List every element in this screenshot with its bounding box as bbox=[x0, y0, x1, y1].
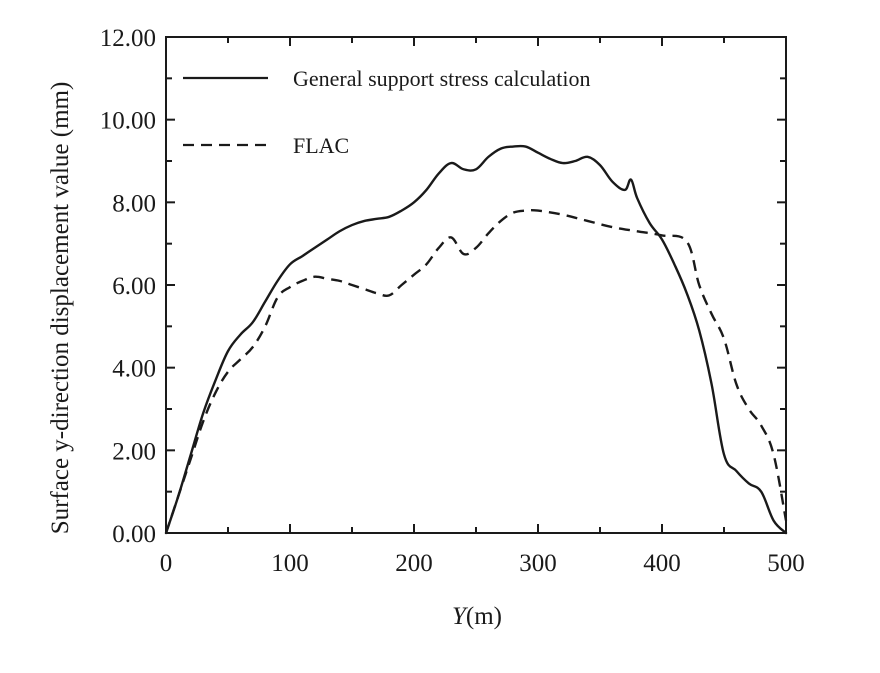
y-tick-label: 4.00 bbox=[112, 356, 156, 383]
y-axis-title: Surface y-direction displacement value (… bbox=[47, 82, 74, 535]
x-axis-title: Y(m) bbox=[452, 603, 502, 630]
x-axis-title-variable: Y bbox=[452, 603, 469, 630]
legend-label-series-1: General support stress calculation bbox=[293, 66, 591, 91]
x-axis-ticks: 0 100 200 300 400 500 bbox=[160, 37, 805, 577]
x-tick-label: 0 bbox=[160, 550, 173, 577]
x-tick-label: 100 bbox=[271, 550, 309, 577]
y-tick-label: 0.00 bbox=[112, 521, 156, 548]
series-line-2 bbox=[164, 208, 788, 534]
legend: General support stress calculation FLAC bbox=[183, 66, 591, 158]
x-tick-label: 500 bbox=[767, 550, 805, 577]
y-tick-label: 12.00 bbox=[100, 25, 156, 52]
legend-label-series-2: FLAC bbox=[293, 133, 349, 158]
y-tick-label: 8.00 bbox=[112, 190, 156, 217]
series-layer bbox=[164, 144, 788, 535]
x-tick-label: 400 bbox=[643, 550, 681, 577]
x-tick-label: 200 bbox=[395, 550, 433, 577]
plot-frame bbox=[165, 36, 787, 534]
y-tick-label: 6.00 bbox=[112, 273, 156, 300]
x-axis-title-unit: (m) bbox=[466, 603, 502, 630]
y-tick-label: 2.00 bbox=[112, 438, 156, 465]
series-line-1 bbox=[164, 144, 788, 535]
y-tick-label: 10.00 bbox=[100, 108, 156, 135]
x-tick-label: 300 bbox=[519, 550, 557, 577]
